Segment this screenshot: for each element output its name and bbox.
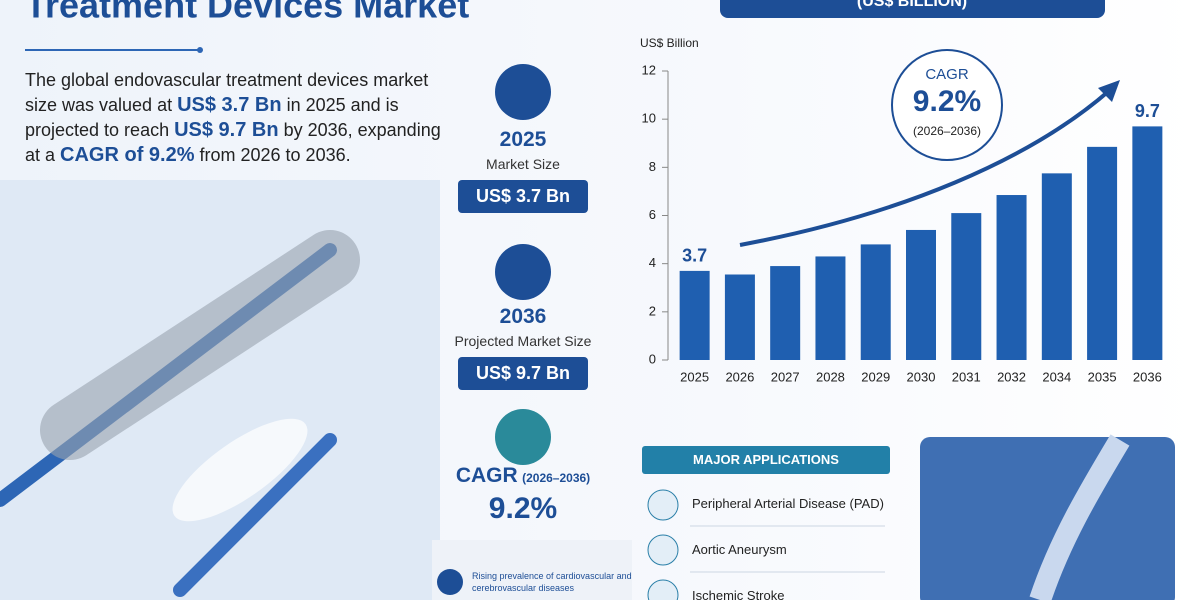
bar — [996, 195, 1027, 360]
x-tick-label: 2034 — [1042, 369, 1071, 384]
stat-2025: 2025 Market Size US$ 3.7 Bn — [440, 128, 606, 213]
intro: The global endovascular treatment device… — [25, 68, 460, 168]
x-tick-label: 2027 — [771, 369, 800, 384]
stat-cagr: CAGR (2026–2036) 9.2% — [440, 464, 606, 526]
x-tick-label: 2025 — [680, 369, 709, 384]
bar — [815, 256, 846, 360]
intro-highlight: US$ 9.7 Bn — [174, 119, 279, 141]
driver-text: Rising prevalence of cardiovascular and … — [472, 571, 632, 593]
x-tick-label: 2029 — [861, 369, 890, 384]
x-tick-label: 2036 — [1133, 369, 1162, 384]
bar — [951, 213, 982, 360]
intro-text: in 2025 and is projected to reach — [25, 95, 399, 140]
bar — [1087, 146, 1118, 360]
x-tick-label: 2028 — [816, 369, 845, 384]
applications-title: MAJOR APPLICATIONS — [693, 452, 839, 467]
application: Peripheral Arterial Disease (PAD) — [692, 496, 884, 511]
driver-box — [432, 540, 632, 600]
wire — [173, 433, 337, 597]
y-axis-title: US$ Billion — [640, 36, 699, 50]
application: Ischemic Stroke — [692, 588, 785, 600]
stat-year: 2036 — [499, 305, 547, 328]
cagr-bubble-label: CAGR — [925, 66, 969, 83]
y-tick-label: 6 — [649, 207, 656, 222]
bar — [724, 274, 755, 360]
intro-highlight: US$ 3.7 Bn — [177, 94, 282, 116]
y-tick-label: 2 — [649, 303, 656, 318]
stat-icon — [495, 64, 551, 120]
trend-arrow — [739, 88, 1112, 247]
stat-label: Projected Market Size — [454, 333, 592, 349]
cagr-bubble-period: (2026–2036) — [913, 124, 981, 138]
bar — [1132, 126, 1163, 361]
app-icon — [647, 579, 679, 600]
rule-dot — [197, 47, 203, 53]
header-pill-text: (US$ BILLION) — [857, 0, 967, 10]
stat-label: Market Size — [486, 156, 560, 172]
y-tick-label: 8 — [649, 159, 656, 174]
device-image — [0, 180, 440, 600]
cagr-bubble — [891, 49, 1003, 161]
y-tick-label: 0 — [649, 351, 656, 366]
stat-icon — [495, 244, 551, 300]
cagr-period: (2026–2036) — [522, 471, 591, 485]
x-tick-label: 2032 — [997, 369, 1026, 384]
bar — [679, 270, 710, 360]
intro-text: The global endovascular treatment device… — [25, 70, 429, 115]
header-pill — [720, 0, 1105, 18]
x-tick-label: 2031 — [952, 369, 981, 384]
x-tick-label: 2030 — [907, 369, 936, 384]
stat-value: US$ 3.7 Bn — [458, 180, 588, 213]
cagr-bubble-value: 9.2% — [913, 85, 981, 118]
stent — [40, 230, 360, 460]
applications-header — [642, 446, 890, 474]
y-tick-label: 10 — [642, 111, 656, 126]
stat-value: US$ 9.7 Bn — [458, 357, 588, 390]
data-label: 3.7 — [682, 246, 707, 266]
y-tick-label: 12 — [642, 62, 656, 77]
vessel-image — [920, 437, 1175, 600]
arrow-head — [1098, 80, 1120, 102]
x-tick-label: 2035 — [1088, 369, 1117, 384]
cagr-label: CAGR — [455, 464, 518, 487]
bar — [770, 266, 801, 360]
application: Aortic Aneurysm — [692, 542, 787, 557]
stat-year: 2025 — [499, 128, 547, 151]
bar — [1041, 173, 1072, 360]
cagr-value: 9.2% — [488, 492, 558, 525]
app-icon — [647, 534, 679, 566]
balloon — [172, 418, 308, 522]
stat-icon — [495, 409, 551, 465]
app-icon — [647, 489, 679, 521]
y-tick-label: 4 — [649, 255, 656, 270]
bar — [860, 244, 891, 360]
title: Treatment Devices Market — [25, 0, 469, 26]
intro-text: from 2026 to 2036. — [194, 145, 351, 165]
bar — [906, 229, 936, 360]
driver-icon — [437, 569, 463, 595]
intro-text: by 2036, expanding at a — [25, 120, 441, 165]
vessel — [1029, 434, 1130, 600]
x-tick-label: 2026 — [725, 369, 754, 384]
data-label: 9.7 — [1135, 101, 1160, 121]
intro-highlight: CAGR of 9.2% — [60, 144, 195, 166]
stat-2036: 2036 Projected Market Size US$ 9.7 Bn — [440, 305, 606, 390]
